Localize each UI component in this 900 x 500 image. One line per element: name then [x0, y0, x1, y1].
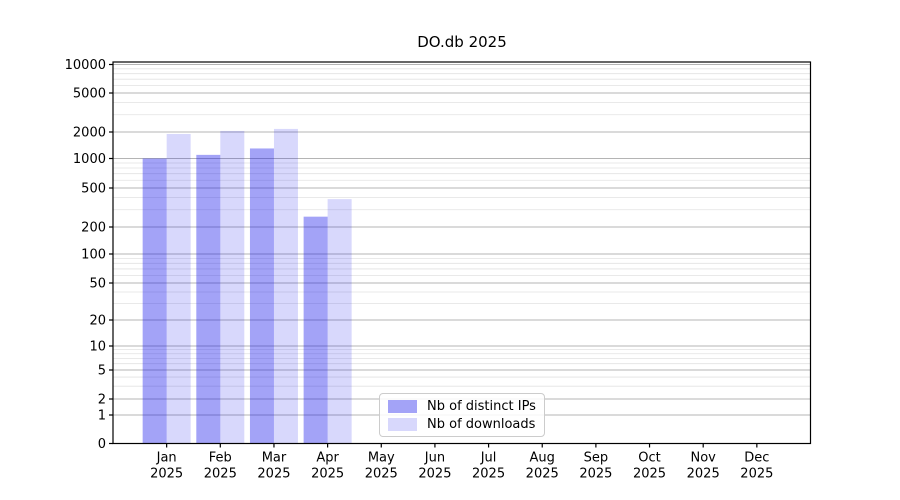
chart-title: DO.db 2025	[417, 33, 507, 51]
x-tick-label-may: May 2025	[365, 451, 398, 482]
plot-frame	[112, 61, 812, 445]
legend-swatch-distinct-ips	[388, 399, 417, 413]
y-axis-ticks: 0 12 5 10 20 50 100 200 500 1000 2000 5000 10000	[65, 58, 113, 452]
y-tick-label: 20	[89, 314, 106, 329]
y-tick-label: 5	[98, 364, 106, 379]
x-tick-label-jan: Jan 2025	[150, 451, 183, 482]
bar-distinct-ips-jan	[142, 158, 167, 444]
legend-label-distinct-ips: Nb of distinct IPs	[427, 398, 536, 414]
y-tick-label: 2000	[73, 126, 106, 141]
y-tick-label: 0	[98, 437, 106, 452]
x-tick-label-mar: Mar 2025	[257, 451, 290, 482]
gridlines	[113, 64, 811, 416]
legend-item-downloads: Nb of downloads	[388, 417, 536, 432]
bar-downloads-mar	[273, 128, 298, 444]
bar-downloads-apr	[327, 199, 352, 444]
y-tick-label: 50	[89, 277, 106, 292]
bar-distinct-ips-mar	[249, 148, 274, 444]
x-tick-label-apr: Apr 2025	[311, 451, 344, 482]
y-tick-label: 1000	[73, 152, 106, 167]
bar-downloads-jan	[166, 133, 191, 444]
y-tick-label: 200	[81, 221, 106, 236]
bar-distinct-ips-apr	[303, 216, 328, 444]
bars	[142, 128, 352, 444]
y-tick-label: 2	[98, 393, 106, 408]
x-tick-label-sep: Sep 2025	[579, 451, 612, 482]
legend-swatch-downloads	[388, 417, 417, 431]
bar-downloads-feb	[220, 130, 245, 444]
y-tick-label: 10	[89, 340, 106, 355]
y-tick-label: 500	[81, 182, 106, 197]
legend-label-downloads: Nb of downloads	[427, 416, 536, 432]
x-tick-label-oct: Oct 2025	[633, 451, 666, 482]
x-tick-label-dec: Dec 2025	[740, 451, 773, 482]
y-tick-label: 5000	[73, 87, 106, 102]
bar-distinct-ips-feb	[196, 154, 221, 444]
y-tick-label: 100	[81, 248, 106, 263]
x-tick-label-jun: Jun 2025	[418, 451, 451, 482]
x-tick-label-aug: Aug 2025	[526, 451, 559, 482]
legend-item-distinct-ips: Nb of distinct IPs	[388, 399, 536, 414]
x-tick-label-feb: Feb 2025	[204, 451, 237, 482]
y-tick-label: 10000	[65, 58, 106, 73]
x-tick-label-nov: Nov 2025	[687, 451, 720, 482]
x-tick-label-jul: Jul 2025	[472, 451, 505, 482]
y-tick-label: 1	[98, 409, 106, 424]
legend: Nb of distinct IPs Nb of downloads	[379, 393, 545, 437]
x-axis-ticks: Jan 2025 Feb 2025 Mar 2025 Apr 2025 May 2025 Jun 20…	[150, 443, 773, 482]
